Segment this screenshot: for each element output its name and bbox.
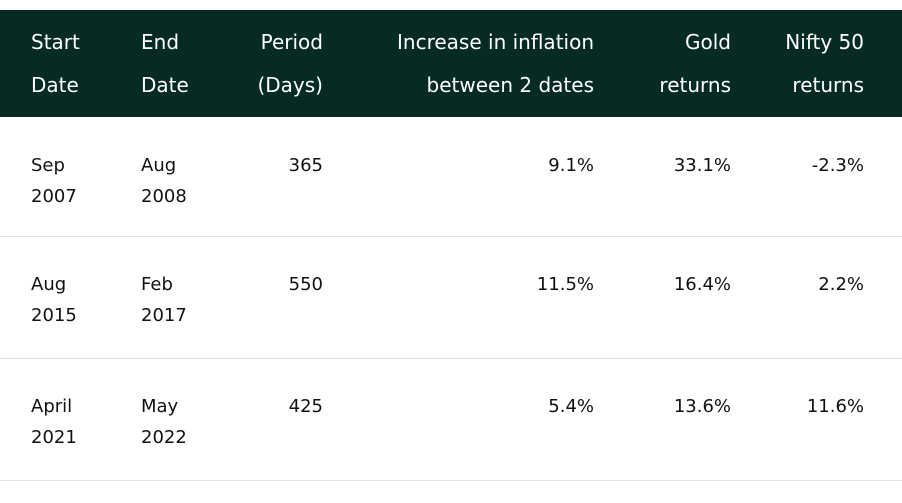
end-month: Aug (141, 155, 177, 176)
header-nifty-line2: returns (792, 72, 864, 97)
cell-period: 550 (288, 273, 323, 295)
end-month: Feb (141, 273, 173, 295)
start-month: Aug (31, 273, 67, 295)
header-gold-line2: returns (659, 72, 731, 97)
cell-nifty-returns: -2.3% (811, 155, 864, 176)
header-nifty-returns: Nifty 50 returns (731, 10, 902, 117)
start-year: 2007 (31, 186, 77, 207)
cell-gold-returns: 13.6% (673, 395, 731, 417)
cell-start-date: April 2021 (0, 358, 141, 480)
header-nifty-line1: Nifty 50 (785, 29, 864, 54)
start-month: April (31, 395, 73, 417)
table-row: Sep 2007 Aug 2008 365 9.1% 33.1% -2.3% (0, 117, 902, 236)
cell-end-date: Aug 2008 (141, 117, 241, 236)
cell-period: 365 (288, 155, 323, 176)
end-month: May (141, 395, 179, 417)
header-inflation-line2: between 2 dates (426, 72, 594, 97)
cell-inflation: 9.1% (548, 155, 594, 176)
cell-start-date: Sep 2007 (0, 117, 141, 236)
header-gold-returns: Gold returns (594, 10, 731, 117)
cell-end-date: Feb 2017 (141, 236, 241, 358)
start-year: 2015 (31, 304, 77, 326)
start-month: Sep (31, 155, 65, 176)
cell-start-date: Aug 2015 (0, 236, 141, 358)
header-period-line2: (Days) (257, 72, 323, 97)
header-gold-line1: Gold (685, 29, 731, 54)
header-start-date: Start Date (0, 10, 141, 117)
cell-gold-returns: 16.4% (673, 273, 731, 295)
end-year: 2017 (141, 304, 187, 326)
cell-inflation: 11.5% (536, 273, 594, 295)
header-start-date-line1: Start (31, 29, 80, 54)
header-period: Period (Days) (241, 10, 323, 117)
table-row: April 2021 May 2022 425 5.4% 13.6% 11.6% (0, 358, 902, 480)
end-year: 2008 (141, 186, 187, 207)
header-period-line1: Period (260, 29, 323, 54)
header-inflation-line1: Increase in inflation (397, 29, 594, 54)
cell-inflation: 5.4% (548, 395, 594, 417)
cell-period: 425 (288, 395, 323, 417)
header-end-date-line2: Date (141, 72, 189, 97)
end-year: 2022 (141, 426, 187, 448)
header-end-date-line1: End (141, 29, 180, 54)
header-row: Start Date End Date Period (Days) Increa… (0, 10, 902, 117)
table-body: Sep 2007 Aug 2008 365 9.1% 33.1% -2.3% A… (0, 117, 902, 480)
table-row: Aug 2015 Feb 2017 550 11.5% 16.4% 2.2% (0, 236, 902, 358)
cell-nifty-returns: 11.6% (806, 395, 864, 417)
header-end-date: End Date (141, 10, 241, 117)
header-start-date-line2: Date (31, 72, 79, 97)
start-year: 2021 (31, 426, 77, 448)
header-inflation: Increase in inflation between 2 dates (323, 10, 594, 117)
cell-end-date: May 2022 (141, 358, 241, 480)
cell-nifty-returns: 2.2% (818, 273, 864, 295)
table-header: Start Date End Date Period (Days) Increa… (0, 10, 902, 117)
returns-comparison-table: Start Date End Date Period (Days) Increa… (0, 10, 902, 481)
cell-gold-returns: 33.1% (673, 155, 731, 176)
